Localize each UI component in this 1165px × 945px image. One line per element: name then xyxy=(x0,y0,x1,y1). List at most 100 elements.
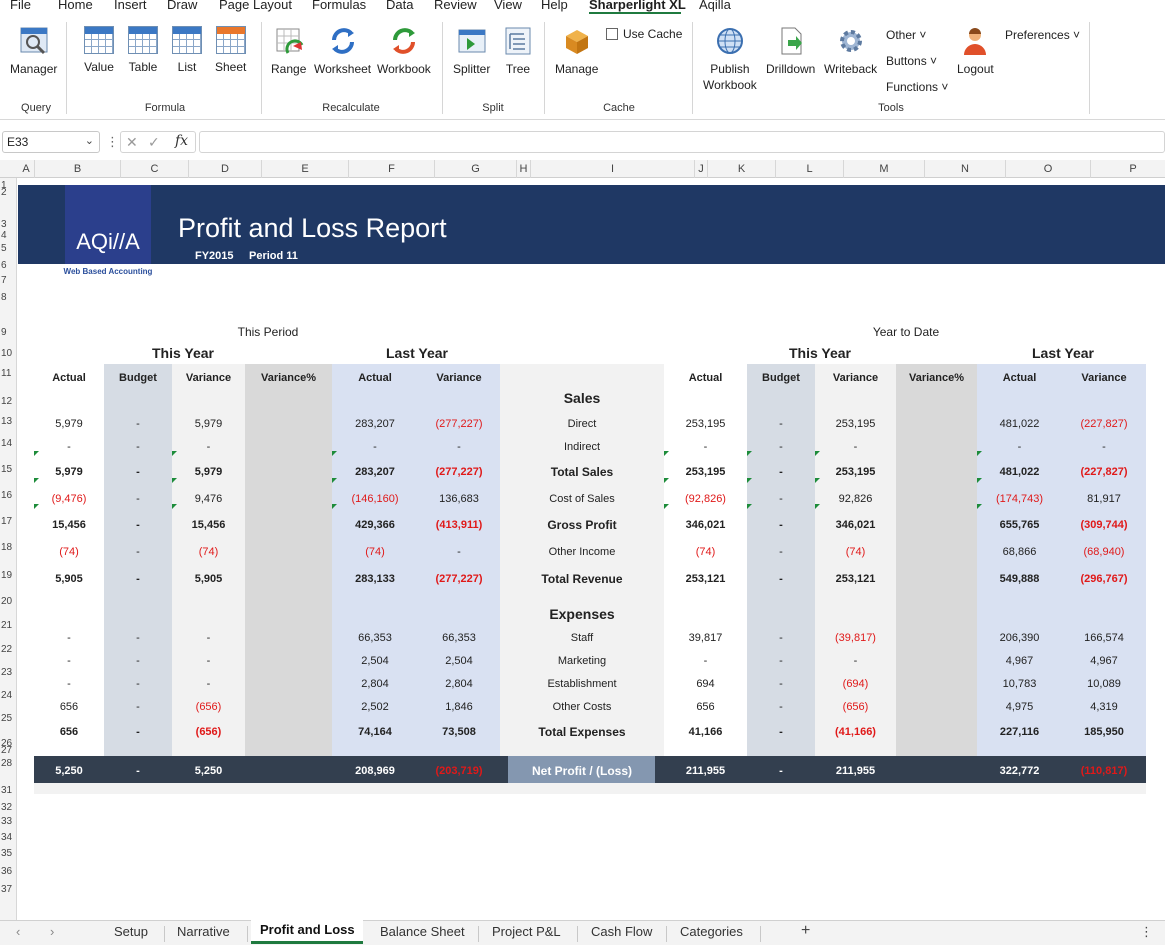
line-value[interactable]: 227,116 xyxy=(999,726,1040,738)
insert-function-icon[interactable]: fx xyxy=(175,133,189,149)
row-header[interactable]: 2 xyxy=(1,187,7,198)
line-value[interactable]: (277,227) xyxy=(435,466,483,478)
line-label[interactable]: Establishment xyxy=(547,678,617,690)
menu-review[interactable]: Review xyxy=(434,0,477,12)
line-label[interactable]: Other Costs xyxy=(552,701,612,713)
line-value[interactable]: - xyxy=(136,765,140,777)
line-value[interactable]: - xyxy=(779,678,783,690)
line-value[interactable]: (110,817) xyxy=(1080,765,1128,777)
line-value[interactable]: (74) xyxy=(198,546,219,558)
functions-dropdown[interactable]: Functions ˅ xyxy=(886,80,949,94)
row-header[interactable]: 35 xyxy=(1,848,13,859)
row-header[interactable]: 24 xyxy=(1,690,13,701)
line-value[interactable]: 15,456 xyxy=(191,519,226,531)
line-value[interactable]: - xyxy=(206,441,211,453)
line-value[interactable]: 283,133 xyxy=(355,573,395,585)
menu-file[interactable]: File xyxy=(10,0,31,12)
line-value[interactable]: - xyxy=(206,678,211,690)
menu-insert[interactable]: Insert xyxy=(114,0,147,12)
line-value[interactable]: - xyxy=(853,655,858,667)
line-value[interactable]: - xyxy=(779,493,783,505)
line-value[interactable]: - xyxy=(457,441,461,453)
line-value[interactable]: 253,121 xyxy=(835,573,876,585)
line-label[interactable]: Cost of Sales xyxy=(549,493,615,505)
line-label[interactable]: Total Expenses xyxy=(538,725,626,739)
line-value[interactable]: 2,502 xyxy=(361,701,389,713)
splitter-button[interactable]: Splitter xyxy=(453,26,490,77)
column-header-k[interactable]: K xyxy=(708,160,776,178)
line-value[interactable]: 322,772 xyxy=(999,765,1040,777)
row-header[interactable]: 31 xyxy=(1,785,13,796)
line-value[interactable]: - xyxy=(779,701,783,713)
line-value[interactable]: (203,719) xyxy=(435,765,483,777)
row-header[interactable]: 6 xyxy=(1,260,7,271)
line-value[interactable]: - xyxy=(206,655,211,667)
line-value[interactable]: 166,574 xyxy=(1084,632,1124,644)
line-value[interactable]: 9,476 xyxy=(194,493,223,505)
line-value[interactable]: (174,743) xyxy=(995,493,1044,505)
line-value[interactable]: (296,767) xyxy=(1080,573,1128,585)
line-value[interactable]: 656 xyxy=(696,701,715,713)
line-value[interactable]: - xyxy=(67,655,71,667)
confirm-icon[interactable]: ✓ xyxy=(148,134,160,150)
line-value[interactable]: - xyxy=(779,573,783,585)
line-value[interactable]: (694) xyxy=(842,678,869,690)
line-value[interactable]: 253,121 xyxy=(685,573,726,585)
line-value[interactable]: - xyxy=(779,726,783,738)
line-value[interactable]: 5,250 xyxy=(194,765,223,777)
row-header[interactable]: 22 xyxy=(1,644,13,655)
row-header[interactable]: 25 xyxy=(1,713,13,724)
line-value[interactable]: 10,089 xyxy=(1087,678,1121,690)
line-value[interactable]: - xyxy=(703,655,708,667)
line-value[interactable]: (74) xyxy=(59,546,79,558)
line-value[interactable]: 208,969 xyxy=(355,765,395,777)
tab-project-pl[interactable]: Project P&L xyxy=(492,924,561,939)
tree-button[interactable]: Tree xyxy=(503,26,533,77)
chevron-down-icon[interactable]: ⌄ xyxy=(84,135,94,147)
row-header[interactable]: 8 xyxy=(1,292,7,303)
list-button[interactable]: List xyxy=(172,26,202,75)
line-value[interactable]: 136,683 xyxy=(439,493,479,505)
line-value[interactable]: 283,207 xyxy=(355,466,395,478)
line-value[interactable]: 5,979 xyxy=(55,418,83,430)
line-value[interactable]: - xyxy=(136,418,140,430)
line-label[interactable]: Gross Profit xyxy=(547,518,617,532)
scroll-left-icon[interactable]: ‹ xyxy=(16,924,21,939)
line-value[interactable]: 66,353 xyxy=(442,632,476,644)
row-header[interactable]: 10 xyxy=(1,348,13,359)
line-value[interactable]: (92,826) xyxy=(685,493,726,505)
row-header[interactable]: 7 xyxy=(1,275,7,286)
line-label[interactable]: Indirect xyxy=(563,441,601,453)
line-value[interactable]: 253,195 xyxy=(835,418,876,430)
column-header-l[interactable]: L xyxy=(776,160,844,178)
line-value[interactable]: 73,508 xyxy=(442,726,476,738)
line-label[interactable]: Marketing xyxy=(557,655,607,667)
line-value[interactable]: (309,744) xyxy=(1080,519,1128,531)
workbook-button[interactable]: Workbook xyxy=(377,26,431,77)
line-value[interactable]: 66,353 xyxy=(358,632,392,644)
line-value[interactable]: - xyxy=(67,632,71,644)
column-header-h[interactable]: H xyxy=(517,160,531,178)
line-value[interactable]: - xyxy=(136,701,140,713)
cancel-icon[interactable]: ✕ xyxy=(126,134,138,150)
line-value[interactable]: 5,905 xyxy=(55,573,83,585)
column-header-j[interactable]: J xyxy=(695,160,708,178)
line-value[interactable]: 346,021 xyxy=(835,519,876,531)
line-value[interactable]: 4,967 xyxy=(1090,655,1118,667)
column-header-g[interactable]: G xyxy=(435,160,517,178)
line-value[interactable]: 5,979 xyxy=(194,418,223,430)
writeback-button[interactable]: Writeback xyxy=(824,26,877,77)
more-options-icon[interactable]: ⋮ xyxy=(106,134,119,149)
line-value[interactable]: - xyxy=(779,655,783,667)
line-value[interactable]: 253,195 xyxy=(835,466,876,478)
line-value[interactable]: 2,504 xyxy=(445,655,473,667)
buttons-dropdown[interactable]: Buttons ˅ xyxy=(886,54,938,68)
row-header[interactable]: 37 xyxy=(1,884,13,895)
row-header[interactable]: 36 xyxy=(1,866,13,877)
line-label[interactable]: Total Revenue xyxy=(541,572,623,586)
line-value[interactable]: - xyxy=(853,441,858,453)
row-header[interactable]: 23 xyxy=(1,667,13,678)
line-value[interactable]: (68,940) xyxy=(1083,546,1125,558)
line-value[interactable]: 283,207 xyxy=(355,418,395,430)
line-value[interactable]: 253,195 xyxy=(685,418,726,430)
